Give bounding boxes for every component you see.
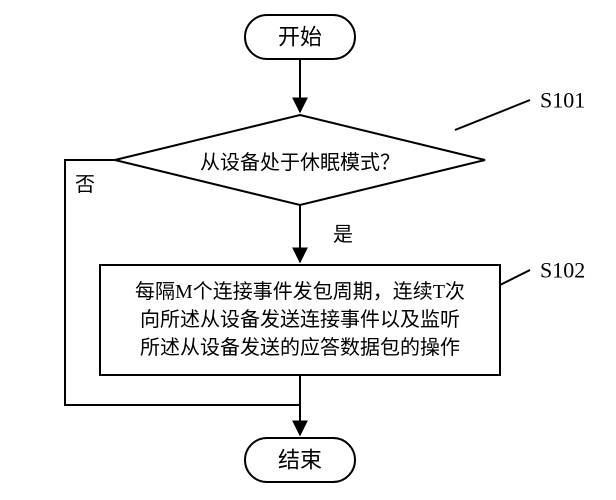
end-label: 结束	[278, 448, 322, 473]
edge-no-label: 否	[75, 174, 95, 196]
start-label: 开始	[278, 25, 322, 50]
ref-s101-line	[455, 100, 530, 130]
edge-yes-label: 是	[333, 224, 353, 246]
decision-label: 从设备处于休眠模式？	[200, 151, 400, 174]
process-node: 每隔M个连接事件发包周期，连续T次 向所述从设备发送连接事件以及监听 所述从设备…	[100, 265, 500, 375]
process-line-1: 每隔M个连接事件发包周期，连续T次	[135, 280, 465, 303]
decision-node: 从设备处于休眠模式？	[115, 115, 485, 205]
start-node: 开始	[245, 15, 355, 59]
ref-s102-line	[500, 270, 530, 285]
ref-s101-text: S101	[540, 88, 585, 113]
process-line-2: 向所述从设备发送连接事件以及监听	[140, 308, 460, 331]
end-node: 结束	[245, 438, 355, 482]
process-line-3: 所述从设备发送的应答数据包的操作	[140, 336, 460, 359]
ref-s102-text: S102	[540, 258, 585, 283]
